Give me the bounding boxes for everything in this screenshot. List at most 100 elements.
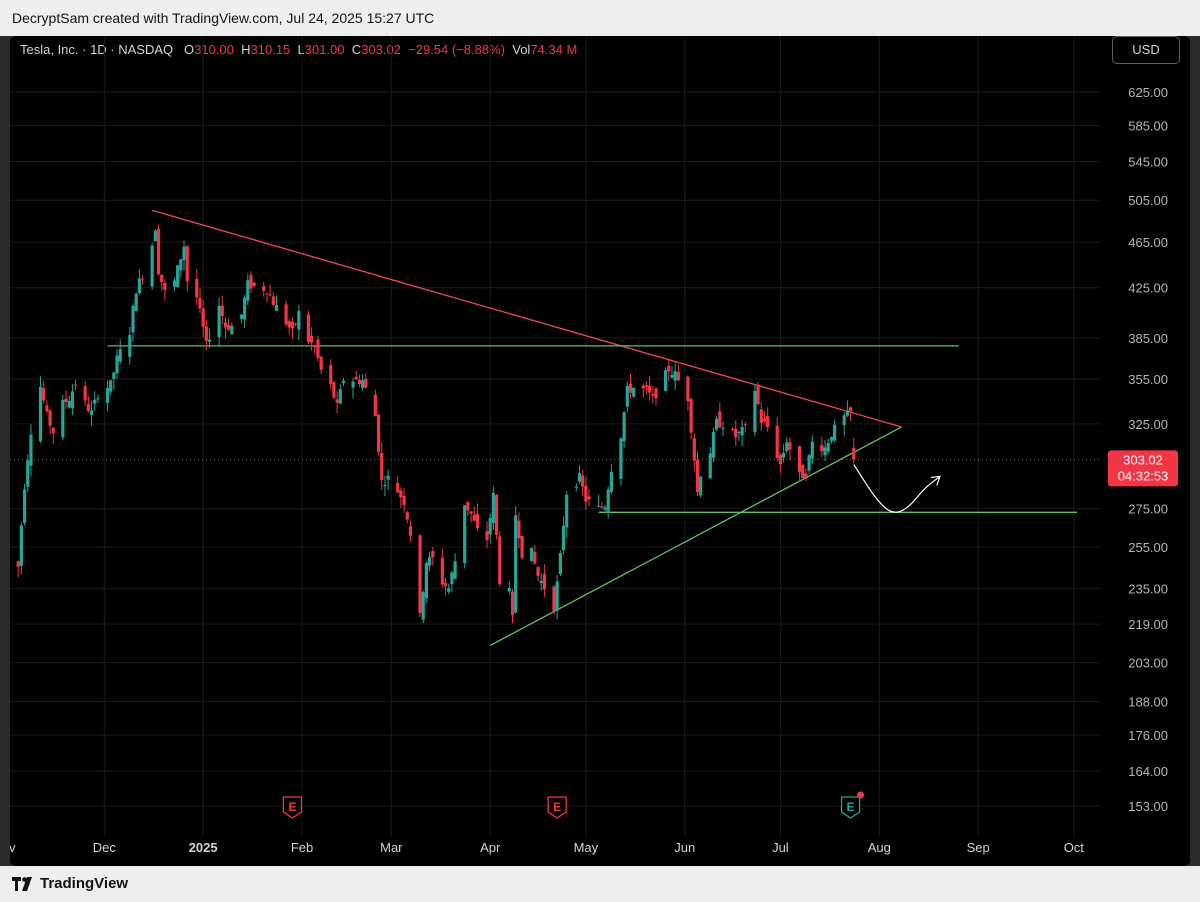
- candle-body: [16, 561, 20, 568]
- top-banner: DecryptSam created with TradingView.com,…: [0, 0, 1200, 36]
- candle-body: [447, 588, 451, 592]
- candle-body: [829, 436, 834, 442]
- candle-body: [823, 447, 827, 456]
- price-tick-label: 235.00: [1128, 581, 1168, 596]
- candle-body: [29, 434, 33, 466]
- candle-body: [137, 278, 141, 294]
- candle-body: [51, 427, 55, 434]
- projection-arrowhead: [930, 475, 941, 486]
- time-tick-label: Sep: [967, 840, 990, 855]
- candle-body: [625, 386, 629, 407]
- candle-body: [510, 591, 515, 616]
- candle-body: [514, 515, 518, 613]
- last-price-label: 303.02: [1123, 452, 1163, 467]
- candle-body: [128, 334, 132, 357]
- price-chart[interactable]: E E E 625.00 585.00 545.00 505.00 465.00 425.00…: [10, 36, 1190, 866]
- candle-body: [227, 325, 231, 330]
- price-axis[interactable]: 625.00 585.00 545.00 505.00 465.00 425.00 385.…: [1108, 85, 1178, 814]
- candle-body: [268, 294, 272, 296]
- earnings-event-icon[interactable]: E: [547, 796, 567, 819]
- candle-body: [83, 386, 87, 401]
- candle-body: [488, 517, 492, 535]
- earnings-marker-label: E: [847, 800, 855, 814]
- trendline-upper-falling: [151, 209, 902, 428]
- candle-body: [271, 296, 275, 306]
- candle-body: [852, 447, 856, 460]
- countdown-label: 04:32:53: [1118, 468, 1169, 483]
- candle-body: [64, 398, 68, 402]
- candle-body: [785, 442, 789, 452]
- candle-body: [332, 382, 336, 398]
- candle-body: [421, 592, 425, 620]
- candle-body: [150, 245, 154, 287]
- time-tick-label: Jul: [772, 840, 789, 855]
- currency-button[interactable]: USD: [1112, 36, 1180, 64]
- candle-body: [845, 410, 849, 416]
- legend-vol-label: Vol: [512, 42, 531, 57]
- candle-body: [294, 323, 298, 325]
- candle-body: [810, 441, 814, 459]
- candle-body: [533, 551, 537, 564]
- candle-body: [73, 384, 78, 386]
- legend-symbol: Tesla, Inc. · 1D · NASDAQ: [20, 42, 174, 57]
- candle-body: [131, 305, 135, 333]
- price-tick-label: 255.00: [1128, 540, 1168, 555]
- candle-body: [112, 372, 116, 379]
- candle-body: [530, 547, 534, 562]
- candle-body: [692, 438, 696, 461]
- candle-body: [364, 378, 368, 388]
- candle-body: [743, 424, 747, 426]
- earnings-marker-shape: [547, 796, 567, 819]
- candle-body: [383, 484, 387, 486]
- time-axis[interactable]: ov Dec 2025 Feb Mar Apr May Jun Jul Aug Sep Oct: [10, 840, 1084, 855]
- candle-body: [182, 246, 186, 261]
- price-tick-label: 176.00: [1128, 728, 1168, 743]
- time-tick-label: May: [574, 840, 599, 855]
- candle-body: [246, 280, 250, 301]
- candle-body: [587, 496, 591, 500]
- candle-body: [466, 501, 470, 511]
- earnings-event-icon[interactable]: E: [282, 796, 303, 819]
- candle-body: [223, 322, 228, 328]
- candle-body: [775, 425, 779, 459]
- candle-body: [134, 293, 138, 312]
- candle-body: [440, 557, 444, 585]
- candle-body: [721, 427, 725, 429]
- bottom-bar: TradingView: [0, 866, 1200, 902]
- candle-body: [450, 572, 454, 585]
- time-tick-label: ov: [10, 840, 16, 855]
- candle-body: [619, 438, 623, 479]
- candle-body: [781, 452, 786, 458]
- candle-body: [826, 443, 830, 452]
- candle-body: [115, 355, 119, 374]
- price-tick-label: 425.00: [1128, 281, 1168, 296]
- candle-body: [558, 553, 562, 575]
- candle-body: [376, 414, 381, 452]
- candle-body: [842, 415, 846, 426]
- candle-body: [670, 374, 674, 378]
- candle-body: [45, 405, 49, 412]
- legend-low-value: 301.00: [304, 42, 345, 57]
- candle-body: [89, 410, 94, 415]
- banner-text: DecryptSam created with TradingView.com,…: [12, 10, 435, 26]
- candle-body: [715, 418, 719, 430]
- candle-body: [399, 490, 403, 498]
- candle-body: [405, 512, 409, 520]
- candle-body: [804, 473, 808, 478]
- tradingview-logo[interactable]: TradingView: [12, 875, 128, 892]
- candle-body: [539, 580, 543, 583]
- candle-body: [708, 453, 712, 479]
- time-tick-label: Oct: [1064, 840, 1085, 855]
- candle-body: [396, 482, 400, 493]
- earnings-marker-label: E: [288, 800, 296, 814]
- candle-body: [316, 339, 320, 358]
- candle-body: [22, 489, 27, 523]
- candle-body: [19, 525, 23, 566]
- candle-body: [249, 275, 253, 289]
- candle-body: [195, 279, 199, 298]
- candle-body: [341, 380, 346, 384]
- earnings-event-icon[interactable]: E: [840, 791, 865, 819]
- candle-body: [753, 390, 757, 433]
- chart-frame[interactable]: Tesla, Inc. · 1D · NASDAQ O310.00 H310.1…: [10, 36, 1190, 866]
